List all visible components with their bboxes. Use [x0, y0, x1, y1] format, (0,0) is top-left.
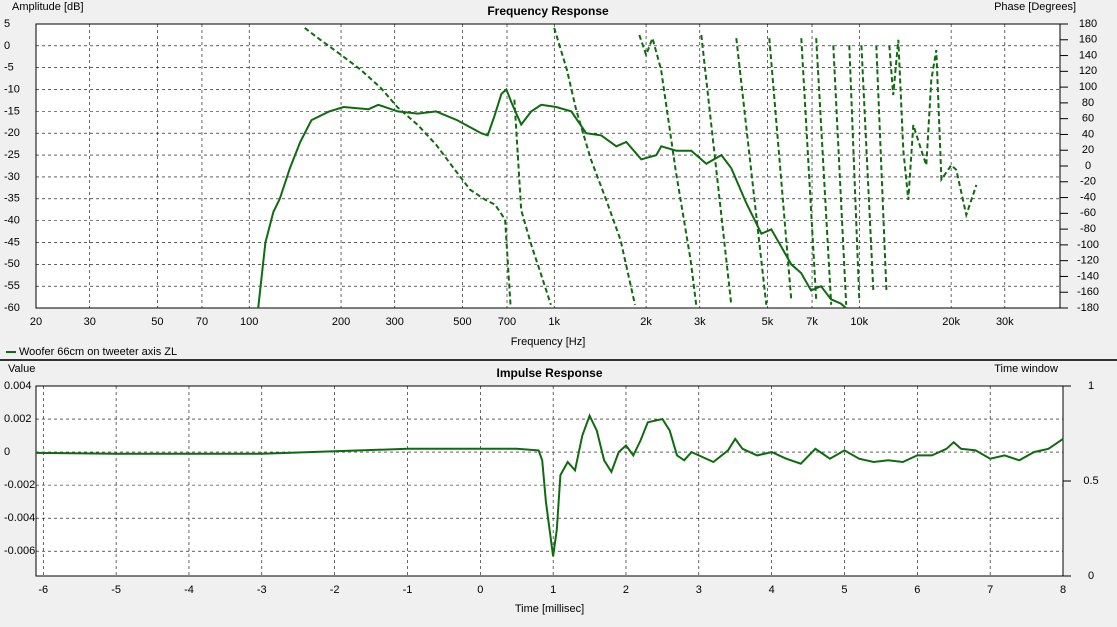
y-tick-label: -0.002 [4, 479, 35, 491]
y-tick-label: -60 [4, 302, 20, 314]
x-tick-label: 10k [850, 316, 868, 328]
x-tick-label: 7 [987, 584, 993, 596]
data-line [257, 87, 847, 309]
x-tick-label: -3 [257, 584, 267, 596]
y-tick-label: -30 [4, 171, 20, 183]
y2-tick-label: 20 [1082, 144, 1094, 156]
y2-axis-label: Phase [Degrees] [994, 1, 1076, 13]
y2-tick-label: 60 [1082, 113, 1094, 125]
y2-tick-label: 160 [1079, 34, 1097, 46]
x-tick-label: 5 [841, 584, 847, 596]
x-tick-label: 100 [240, 316, 258, 328]
y2-tick-label: -140 [1077, 270, 1099, 282]
x-tick-label: -2 [330, 584, 340, 596]
y-axis-label: Amplitude [dB] [12, 1, 84, 13]
y-tick-label: -0.006 [4, 545, 35, 557]
data-line [35, 413, 1064, 557]
x-tick-label: 500 [453, 316, 471, 328]
x-tick-label: 0 [477, 584, 483, 596]
y-tick-label: -50 [4, 258, 20, 270]
x-tick-label: 20k [942, 316, 960, 328]
y-tick-label: -10 [4, 83, 20, 95]
y2-tick-label: -60 [1080, 207, 1096, 219]
x-axis-label: Time [millisec] [515, 603, 584, 615]
x-tick-label: -6 [38, 584, 48, 596]
x-tick-label: -4 [184, 584, 194, 596]
y2-tick-label: -120 [1077, 255, 1099, 267]
y-tick-label: 0 [4, 446, 10, 458]
y2-tick-label: 1 [1088, 380, 1094, 392]
x-tick-label: 1 [550, 584, 556, 596]
x-tick-label: 2 [623, 584, 629, 596]
chart-title: Impulse Response [496, 366, 602, 380]
x-tick-label: 6 [914, 584, 920, 596]
y-tick-label: -5 [4, 62, 14, 74]
y-tick-label: -40 [4, 215, 20, 227]
x-tick-label: 200 [332, 316, 350, 328]
y2-axis-label: Time window [994, 363, 1058, 375]
x-tick-label: 7k [806, 316, 818, 328]
y2-tick-label: 0 [1085, 160, 1091, 172]
x-tick-label: 3 [696, 584, 702, 596]
phase-line [304, 27, 978, 309]
y2-tick-label: -20 [1080, 176, 1096, 188]
x-tick-label: 30k [996, 316, 1014, 328]
y2-tick-label: -40 [1080, 191, 1096, 203]
y2-tick-label: 40 [1082, 128, 1094, 140]
plot-area [35, 23, 1061, 309]
x-tick-label: 4 [769, 584, 775, 596]
x-tick-label: 2k [640, 316, 652, 328]
legend-label: Woofer 66cm on tweeter axis ZL [19, 346, 177, 358]
x-tick-label: 30 [84, 316, 96, 328]
y-tick-label: 0 [4, 40, 10, 52]
y2-tick-label: 0.5 [1083, 475, 1098, 487]
x-axis-label: Frequency [Hz] [511, 336, 586, 348]
y2-tick-label: -180 [1077, 302, 1099, 314]
y-tick-label: -55 [4, 280, 20, 292]
y2-tick-label: 140 [1079, 49, 1097, 61]
x-tick-label: 300 [386, 316, 404, 328]
y-tick-label: 0.002 [4, 413, 32, 425]
y-tick-label: -45 [4, 236, 20, 248]
plot-area [35, 385, 1064, 577]
y2-tick-label: -160 [1077, 286, 1099, 298]
x-tick-label: 1k [548, 316, 560, 328]
x-tick-label: 3k [694, 316, 706, 328]
y-axis-label: Value [8, 363, 35, 375]
y2-tick-label: -100 [1077, 239, 1099, 251]
x-tick-label: 8 [1060, 584, 1066, 596]
y-tick-label: 5 [4, 18, 10, 30]
y2-tick-label: 0 [1088, 570, 1094, 582]
x-tick-label: 20 [30, 316, 42, 328]
x-tick-label: -1 [403, 584, 413, 596]
x-tick-label: 5k [762, 316, 774, 328]
y-tick-label: -25 [4, 149, 20, 161]
y-tick-label: 0.004 [4, 380, 32, 392]
y2-tick-label: 180 [1079, 18, 1097, 30]
x-tick-label: 700 [498, 316, 516, 328]
y-tick-label: -35 [4, 193, 20, 205]
y-tick-label: -20 [4, 127, 20, 139]
y2-tick-label: 120 [1079, 65, 1097, 77]
y2-tick-label: -80 [1080, 223, 1096, 235]
x-tick-label: 50 [151, 316, 163, 328]
y2-tick-label: 100 [1079, 81, 1097, 93]
chart-title: Frequency Response [487, 4, 609, 18]
x-tick-label: -5 [111, 584, 121, 596]
y-tick-label: -0.004 [4, 512, 35, 524]
y-tick-label: -15 [4, 105, 20, 117]
x-tick-label: 70 [196, 316, 208, 328]
y2-tick-label: 80 [1082, 97, 1094, 109]
